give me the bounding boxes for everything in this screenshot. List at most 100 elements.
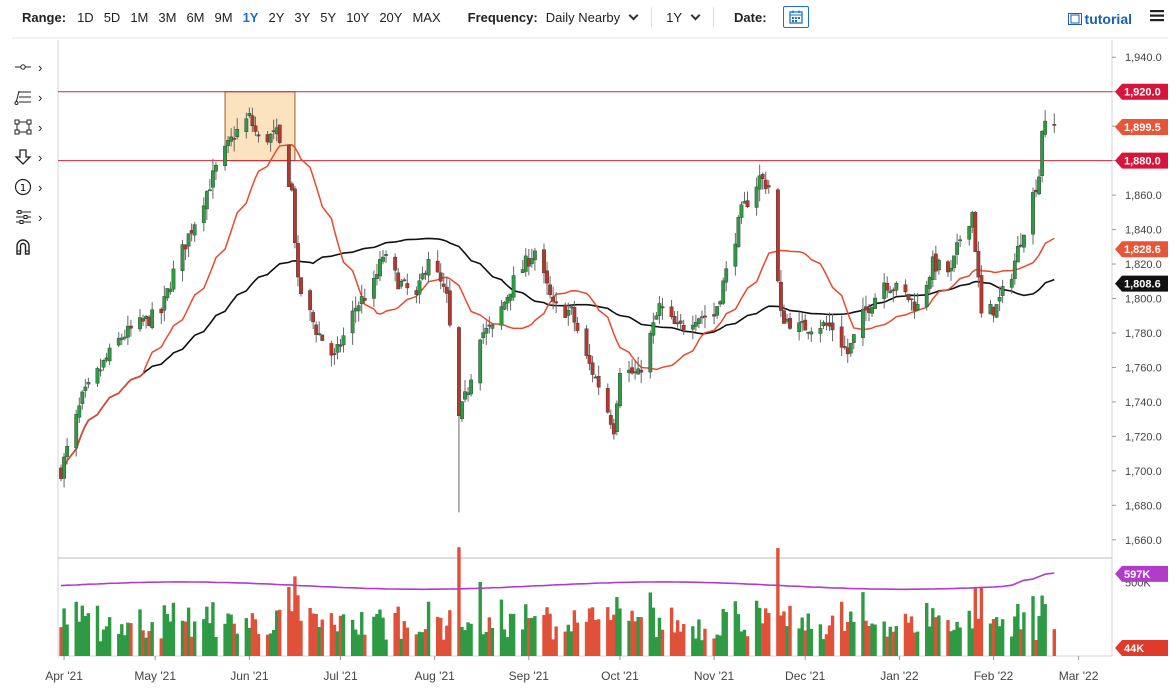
volume-bar [718,635,722,656]
candle [551,296,556,302]
volume-bar [779,615,783,656]
volume-bar [62,608,66,656]
volume-bar [615,597,619,656]
volume-bar [247,627,252,656]
candle [289,183,294,191]
candle [235,129,240,138]
frequency-dropdown[interactable]: Daily Nearby [546,10,639,25]
chevron-right-icon: › [38,119,43,135]
drawing-toolbar: › › › › 1 › › [14,52,56,262]
volume-bar [253,619,258,656]
volume-bar [803,630,807,656]
candle [150,309,155,328]
candle [566,310,571,316]
range-button-1d[interactable]: 1D [77,9,94,25]
measure-tool-button[interactable]: › [14,202,56,232]
period-dropdown[interactable]: 1Y [666,10,701,25]
volume-bar [1013,616,1017,656]
menu-button[interactable] [1150,8,1164,27]
rectangle-tool-button[interactable]: › [14,112,56,142]
volume-bar [508,613,513,656]
range-button-3y[interactable]: 3Y [294,9,311,25]
range-button-9m[interactable]: 9M [214,9,233,25]
volume-bar [192,621,197,656]
volume-bar [575,622,580,656]
volume-bar [77,621,81,656]
x-tick-label: Aug '21 [414,669,455,683]
volume-bar [788,605,792,656]
candle [405,283,410,289]
candle [141,318,145,322]
x-tick-label: Jan '22 [880,669,919,683]
range-button-2y[interactable]: 2Y [268,9,285,25]
candle [98,369,103,372]
candle [994,304,999,318]
volume-bar [168,621,173,656]
volume-bar [958,627,962,656]
candle [308,290,313,311]
volume-bar [435,616,440,656]
candle [375,274,379,279]
candle [757,175,762,190]
candle [159,308,164,314]
candle [186,233,191,247]
x-tick-label: Apr '21 [45,669,83,683]
hamburger-icon [1150,10,1164,22]
volume-bar [524,604,528,656]
volume-bar [65,624,69,656]
range-button-3m[interactable]: 3M [158,9,177,25]
candle [997,297,1002,302]
magnet-tool-button[interactable] [14,232,56,262]
range-button-1y[interactable]: 1Y [242,9,259,25]
annotation-tool-button[interactable]: 1 › [14,172,56,202]
volume-bar [107,617,112,656]
volume-bar [189,636,194,656]
tutorial-link[interactable]: tutorial [1067,11,1132,27]
volume-bar [83,615,88,656]
volume-bar [937,615,941,656]
candle [226,140,230,146]
candle [830,322,835,331]
candle [378,259,382,277]
range-button-5d[interactable]: 5D [103,9,121,25]
candle [463,391,467,400]
volume-bar [821,639,826,656]
y-tick-label: 1,720.0 [1125,431,1162,443]
range-button-max[interactable]: MAX [412,9,441,25]
arrow-tool-button[interactable]: › [14,142,56,172]
range-button-6m[interactable]: 6M [186,9,205,25]
divider [651,7,653,27]
range-button-5y[interactable]: 5Y [320,9,337,25]
volume-bar [587,608,592,656]
volume-bar [244,618,249,656]
volume-bar [59,627,63,656]
candle [311,312,316,323]
range-button-20y[interactable]: 20Y [379,9,403,25]
candle [490,324,495,329]
volume-bar [150,622,154,656]
volume-bar [208,623,212,656]
candle [678,320,683,324]
volume-bar [1016,603,1020,656]
fibonacci-tool-button[interactable]: › [14,82,56,112]
volume-bar [80,605,84,656]
volume-bar [256,634,261,656]
y-tick-label: 1,680.0 [1125,500,1162,512]
candle [885,283,890,291]
tutorial-label: tutorial [1084,11,1132,27]
fibonacci-icon [14,90,31,105]
candle [435,260,440,273]
candle [745,200,750,208]
level-badge-shape [1115,83,1168,100]
volume-bar [353,629,358,656]
volume-bar [314,613,318,656]
line-tool-button[interactable]: › [14,52,56,82]
y-tick-label: 1,660.0 [1125,535,1162,547]
range-button-10y[interactable]: 10Y [346,9,370,25]
volume-bar [499,599,504,656]
range-button-1m[interactable]: 1M [130,9,149,25]
volume-bar [657,617,662,656]
volume-bar [1019,629,1023,656]
calendar-button[interactable] [782,6,809,28]
